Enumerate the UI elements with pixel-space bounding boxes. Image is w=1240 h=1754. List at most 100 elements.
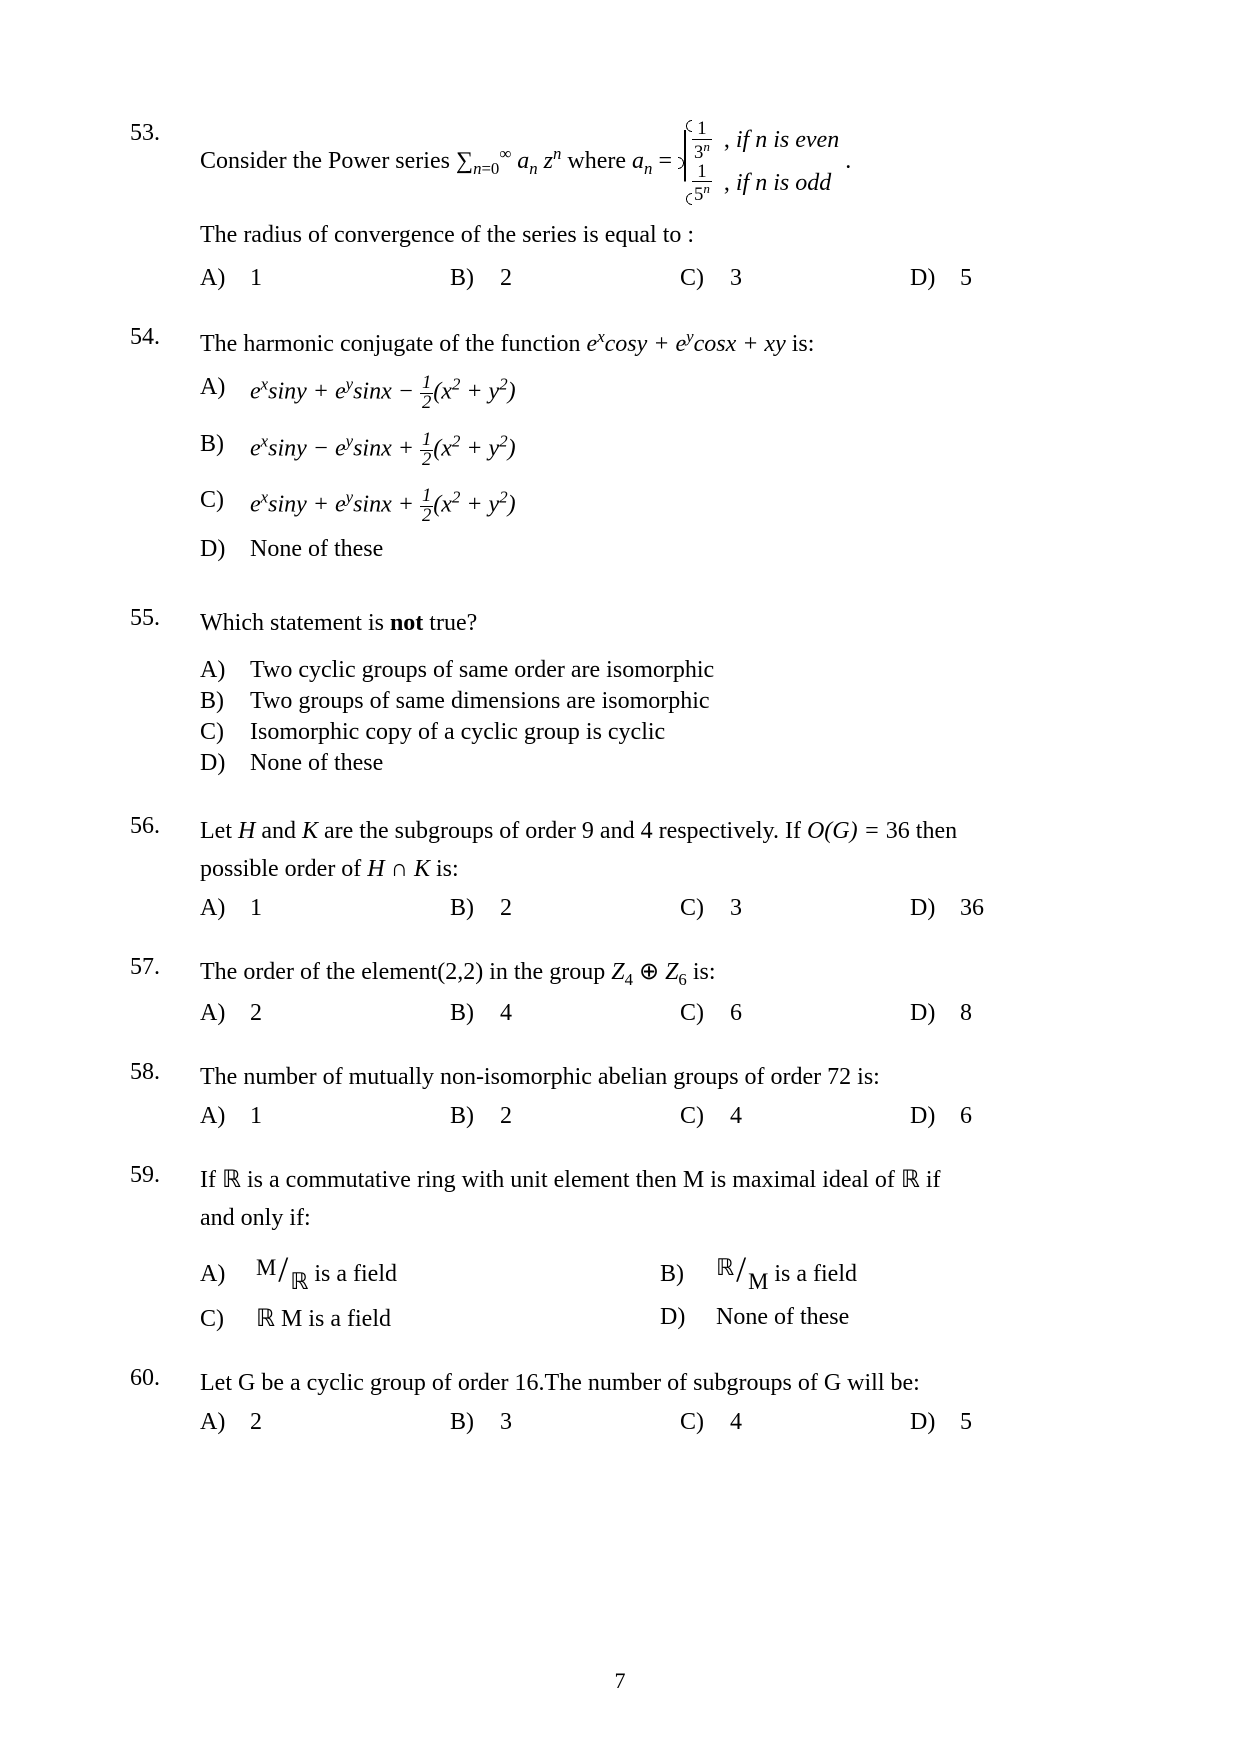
question-body: The order of the element(2,2) in the gro… <box>200 954 1110 1027</box>
opt-b-suffix: is a field <box>774 1261 857 1287</box>
case-odd: 15n , if n is odd <box>692 163 839 206</box>
t2: is a commutative ring with unit element … <box>241 1167 901 1193</box>
text-part1: Which statement is <box>200 610 390 636</box>
opt-label-c: C) <box>680 1409 730 1436</box>
question-59: 59. If ℝ is a commutative ring with unit… <box>130 1162 1110 1333</box>
opt-label-a: A) <box>200 1103 250 1130</box>
opt-label-a: A) <box>200 1261 250 1288</box>
opt-label-c: C) <box>680 265 730 292</box>
math-r: ℝ <box>222 1167 241 1193</box>
option-a: A) M/ℝ is a field <box>200 1248 660 1290</box>
option-a: A)1 <box>200 895 450 922</box>
math-cases: 13n , if n is even 15n , if n is odd <box>678 120 839 205</box>
t5: possible order of <box>200 856 367 882</box>
text-suffix: is: <box>792 331 815 357</box>
math-og: O(G) = <box>807 818 886 844</box>
option-b: B)2 <box>450 265 680 292</box>
case-even: 13n , if n is even <box>692 120 839 163</box>
opt-val-c: Isomorphic copy of a cyclic group is cyc… <box>250 719 1110 746</box>
question-body: Which statement is not true? A)Two cycli… <box>200 605 1110 781</box>
opt-val-d: 5 <box>960 265 1110 292</box>
opt-label-d: D) <box>910 1409 960 1436</box>
question-text-line1: Let H and K are the subgroups of order 9… <box>200 813 1110 849</box>
question-56: 56. Let H and K are the subgroups of ord… <box>130 813 1110 922</box>
text-part2: true? <box>423 610 477 636</box>
text-bold: not <box>390 610 423 636</box>
opt-val-c: 4 <box>730 1409 910 1436</box>
opt-label-b: B) <box>450 265 500 292</box>
opt-label-c: C) <box>200 719 250 746</box>
opt-val-d: 6 <box>960 1103 1110 1130</box>
question-number: 56. <box>130 813 200 840</box>
opt-val-a: exsiny + eysinx − 12(x2 + y2) <box>250 374 1110 412</box>
option-b: B) exsiny − eysinx + 12(x2 + y2) <box>200 431 1110 469</box>
opt-val-b: Two groups of same dimensions are isomor… <box>250 688 1110 715</box>
t2: and <box>255 818 302 844</box>
question-number: 55. <box>130 605 200 632</box>
option-c: C)Isomorphic copy of a cyclic group is c… <box>200 719 1110 746</box>
opt-val-c: 3 <box>730 895 910 922</box>
question-text: Let G be a cyclic group of order 16.The … <box>200 1365 1110 1401</box>
opt-label-a: A) <box>200 657 250 684</box>
opt-label-b: B) <box>450 895 500 922</box>
option-c: C)3 <box>680 895 910 922</box>
math-36: 36 <box>886 818 910 844</box>
option-a: A)2 <box>200 1409 450 1436</box>
t3: are the subgroups of order 9 and 4 respe… <box>318 818 807 844</box>
opt-a-suffix: is a field <box>314 1261 397 1287</box>
option-c: C)6 <box>680 1000 910 1027</box>
text-where: where <box>567 148 632 174</box>
math-r3: ℝ <box>256 1306 275 1332</box>
question-number: 54. <box>130 324 200 351</box>
math-group2: Z <box>665 959 678 985</box>
opt-label-a: A) <box>200 1000 250 1027</box>
opt-label-a: A) <box>200 895 250 922</box>
option-a: A)Two cyclic groups of same order are is… <box>200 657 1110 684</box>
opt-label-d: D) <box>660 1304 710 1331</box>
question-body: Consider the Power series ∑n=0∞ an zn wh… <box>200 120 1110 292</box>
opt-val-d: None of these <box>250 536 1110 563</box>
math-h: H <box>238 818 255 844</box>
opt-label-d: D) <box>200 750 250 777</box>
option-d: D) None of these <box>660 1304 1110 1333</box>
math-series: ∑n=0∞ an zn <box>456 148 561 174</box>
opt-c-text: M is a field <box>275 1306 391 1332</box>
question-body: Let G be a cyclic group of order 16.The … <box>200 1365 1110 1436</box>
question-text: Which statement is not true? <box>200 605 1110 641</box>
question-text: The order of the element(2,2) in the gro… <box>200 954 1110 992</box>
option-b: B)2 <box>450 1103 680 1130</box>
t3: is: <box>687 959 716 985</box>
question-58: 58. The number of mutually non-isomorphi… <box>130 1059 1110 1130</box>
page-number: 7 <box>615 1668 626 1694</box>
opt-label-b: B) <box>200 431 250 458</box>
question-number: 58. <box>130 1059 200 1086</box>
t4: then <box>910 818 957 844</box>
opt-label-d: D) <box>910 895 960 922</box>
text-suffix: . <box>845 148 851 174</box>
question-text-line1: If ℝ is a commutative ring with unit ele… <box>200 1162 1110 1198</box>
question-text: The harmonic conjugate of the function e… <box>200 324 1110 362</box>
opt-label-c: C) <box>680 1000 730 1027</box>
math-equals: = <box>658 148 678 174</box>
question-number: 57. <box>130 954 200 981</box>
t1: Let <box>200 818 238 844</box>
options-row: A)2 B)4 C)6 D)8 <box>200 1000 1110 1027</box>
opt-label-a: A) <box>200 374 250 401</box>
question-number: 53. <box>130 120 200 147</box>
question-text-line2: possible order of H ∩ K is: <box>200 851 1110 887</box>
math-function: excosy + eycosx + xy <box>587 331 786 357</box>
math-r2: ℝ <box>901 1167 920 1193</box>
question-55: 55. Which statement is not true? A)Two c… <box>130 605 1110 781</box>
options-row-1: A) M/ℝ is a field B) ℝ/M is a field <box>200 1248 1110 1290</box>
option-b: B)3 <box>450 1409 680 1436</box>
opt-label-b: B) <box>450 1409 500 1436</box>
question-number: 59. <box>130 1162 200 1189</box>
option-d: D)8 <box>910 1000 1110 1027</box>
math-quotient-a: M/ℝ <box>256 1248 308 1290</box>
option-d: D)None of these <box>200 750 1110 777</box>
math-hintk: H ∩ K <box>367 856 430 882</box>
opt-val-b: 2 <box>500 895 680 922</box>
options-row-2: C) ℝ M is a field D) None of these <box>200 1304 1110 1333</box>
t1: The order of the element <box>200 959 437 985</box>
opt-val-a: 2 <box>250 1409 450 1436</box>
